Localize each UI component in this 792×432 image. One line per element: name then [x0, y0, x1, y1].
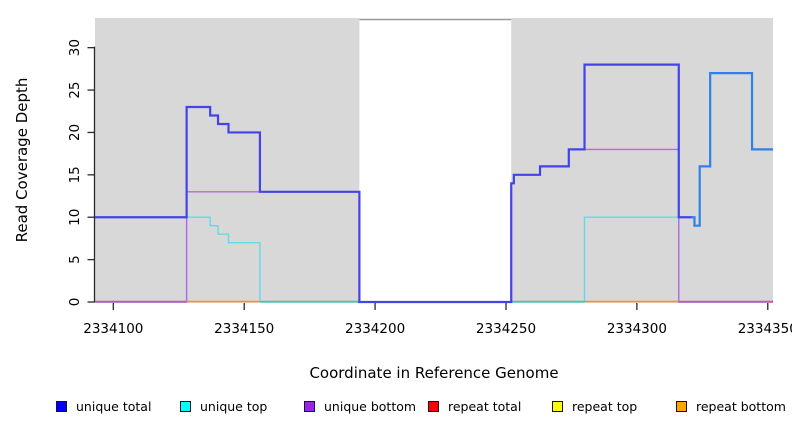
legend-swatch-icon: [428, 400, 439, 412]
shaded-region-right: [511, 18, 773, 303]
x-tick-label: 2334200: [345, 321, 405, 337]
legend-item-unique-bottom: unique bottom: [304, 398, 416, 414]
y-tick-label: 15: [67, 166, 83, 183]
legend-swatch-icon: [676, 400, 687, 412]
legend-label: repeat total: [448, 398, 522, 414]
x-tick-label: 2334300: [607, 321, 667, 337]
legend-label: unique total: [76, 398, 152, 414]
legend-swatch-icon: [304, 400, 315, 412]
series-unique-total: [95, 63, 692, 304]
x-axis-title: Coordinate in Reference Genome: [309, 364, 559, 382]
y-tick-label: 0: [67, 298, 83, 307]
y-tick-label: 5: [67, 255, 83, 264]
y-tick-label: 20: [67, 124, 83, 141]
y-axis-title: Read Coverage Depth: [13, 77, 31, 243]
legend-label: repeat bottom: [696, 398, 786, 414]
shaded-region-left: [95, 18, 360, 303]
y-tick-label: 10: [67, 209, 83, 226]
legend-swatch-icon: [552, 400, 563, 412]
legend-label: unique top: [200, 398, 268, 414]
y-tick-label: 30: [67, 39, 83, 56]
series-unique-top: [95, 216, 773, 303]
legend-label: unique bottom: [324, 398, 417, 414]
legend: unique total unique top unique bottom repea…: [0, 398, 792, 416]
x-tick-label: 2334150: [214, 321, 274, 337]
series-unique-total: [691, 72, 773, 227]
legend-item-unique-total: unique total: [56, 398, 151, 414]
x-tick-label: 2334250: [476, 321, 536, 337]
y-tick-label: 25: [67, 81, 83, 98]
legend-item-repeat-total: repeat total: [428, 398, 521, 414]
legend-swatch-icon: [180, 400, 191, 412]
legend-swatch-icon: [56, 400, 67, 412]
x-tick-label: 2334100: [83, 321, 143, 337]
legend-item-repeat-bottom: repeat bottom: [676, 398, 786, 414]
legend-item-unique-top: unique top: [180, 398, 267, 414]
legend-item-repeat-top: repeat top: [552, 398, 637, 414]
x-tick-label: 2334350: [738, 321, 792, 337]
legend-label: repeat top: [572, 398, 638, 414]
